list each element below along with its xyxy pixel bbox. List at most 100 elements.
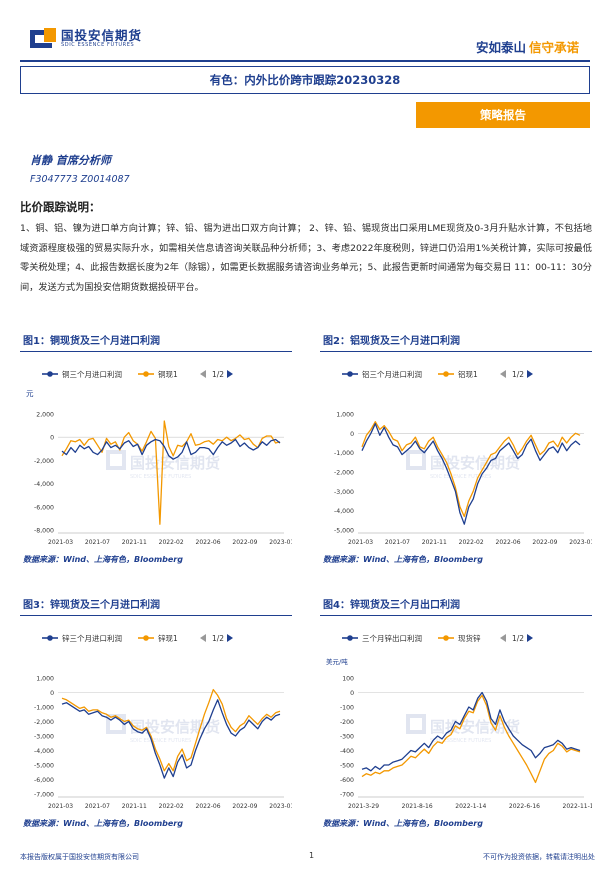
- x-tick-label: 2022-02: [159, 803, 184, 810]
- y-tick-label: -700: [340, 792, 354, 799]
- section-title: 比价跟踪说明：: [20, 200, 101, 214]
- watermark-logo-icon: [106, 714, 126, 734]
- legend-next-icon: [227, 370, 233, 378]
- x-tick-label: 2022-09: [232, 803, 257, 810]
- watermark-cn: 国投安信期货: [130, 454, 220, 472]
- y-tick-label: -4,000: [34, 481, 54, 488]
- legend-prev-icon: [200, 370, 206, 378]
- legend-page-indicator: 1/2: [212, 370, 224, 379]
- figure-title: 图2：铝现货及三个月进口利润: [320, 334, 592, 352]
- y-tick-label: -4,000: [334, 508, 354, 515]
- x-tick-label: 2021-03: [48, 803, 73, 810]
- chart-legend: 锌三个月进口利润 锌现1 1/2: [42, 633, 233, 643]
- watermark-cn: 国投安信期货: [130, 718, 220, 736]
- x-tick-label: 2022-06: [196, 539, 221, 546]
- series-line: [61, 688, 281, 772]
- series-line: [61, 438, 281, 460]
- series-line: [361, 694, 581, 784]
- y-tick-label: 0: [350, 431, 354, 438]
- x-tick-label: 2021-03: [348, 539, 373, 546]
- chart-legend: 铜三个月进口利润 铜现1 1/2: [42, 369, 233, 379]
- y-tick-label: 1,000: [36, 676, 54, 683]
- x-tick-label: 2023-01: [569, 539, 592, 546]
- y-tick-label: -3,000: [34, 734, 54, 741]
- y-tick-label: -500: [340, 763, 354, 770]
- legend-swatch-marker: [347, 635, 353, 641]
- legend-page-indicator: 1/2: [512, 634, 524, 643]
- y-tick-label: 0: [350, 690, 354, 697]
- watermark-cn: 国投安信期货: [430, 454, 520, 472]
- legend-label: 铝三个月进口利润: [362, 369, 422, 379]
- author-name: 肖静 首席分析师: [30, 154, 111, 167]
- chart-zinc-export-profit: 三个月锌出口利润 现货锌 1/2 美元/吨 100 0 -100 -200 -300 -400 -5…: [320, 616, 592, 814]
- section-body: 1、铜、铝、镍为进口单方向计算；锌、铅、锡为进出口双方向计算； 2、锌、铅、锡现…: [20, 223, 592, 293]
- x-tick-label: 2022-09: [232, 539, 257, 546]
- y-tick-label: 2,000: [36, 412, 54, 419]
- y-axis-unit: 美元/吨: [326, 657, 348, 666]
- y-tick-label: 0: [50, 435, 54, 442]
- legend-label: 锌三个月进口利润: [62, 633, 122, 643]
- logo-mark-icon: [30, 28, 56, 50]
- watermark-logo-icon: [406, 714, 426, 734]
- x-tick-label: 2021-3-29: [348, 803, 379, 810]
- y-axis-unit: 元: [26, 389, 34, 398]
- y-tick-label: -100: [340, 705, 354, 712]
- legend-page-indicator: 1/2: [212, 634, 224, 643]
- watermark-logo-icon: [406, 450, 426, 470]
- figure-title: 图4：锌现货及三个月出口利润: [320, 598, 592, 616]
- slogan-part-1: 安如泰山: [475, 40, 526, 55]
- x-tick-label: 2022-11-11: [563, 803, 592, 810]
- chart-legend: 三个月锌出口利润 现货锌 1/2: [342, 633, 533, 643]
- watermark: 国投安信期货 SDIC ESSENCE FUTURES: [406, 450, 520, 480]
- footer-copyright: 本报告版权属于国投安信期货有限公司: [20, 853, 139, 861]
- logo-en-text: SDIC ESSENCE FUTURES: [61, 42, 135, 48]
- x-tick-label: 2021-11: [122, 539, 147, 546]
- legend-prev-icon: [500, 370, 506, 378]
- y-tick-label: -1,000: [334, 450, 354, 457]
- y-tick-label: -2,000: [334, 470, 354, 477]
- slogan-part-2: 信守承诺: [528, 40, 579, 55]
- chart-zinc-import-profit: 锌三个月进口利润 锌现1 1/2 1,000 0 -1,000 -2,000 -3,000 -4…: [20, 616, 292, 814]
- figure-source: 数据来源：Wind、上海有色，Bloomberg: [23, 819, 183, 828]
- series-line: [61, 699, 281, 779]
- y-tick-label: -1,000: [34, 705, 54, 712]
- legend-label: 锌现1: [158, 633, 178, 643]
- legend-prev-icon: [200, 634, 206, 642]
- figure-source: 数据来源：Wind、上海有色，Bloomberg: [323, 555, 483, 564]
- y-tick-label: -8,000: [34, 528, 54, 535]
- x-tick-label: 2022-1-14: [455, 803, 486, 810]
- legend-page-indicator: 1/2: [512, 370, 524, 379]
- figure-title: 图1：铜现货及三个月进口利润: [20, 334, 292, 352]
- x-tick-label: 2021-11: [422, 539, 447, 546]
- y-tick-label: -5,000: [34, 763, 54, 770]
- logo-cn-text: 国投安信期货: [61, 28, 143, 43]
- x-tick-label: 2022-6-16: [509, 803, 540, 810]
- y-tick-label: 100: [342, 676, 354, 683]
- legend-swatch-marker: [47, 635, 53, 641]
- watermark-en: SDIC ESSENCE FUTURES: [430, 474, 491, 480]
- x-tick-label: 2021-11: [122, 803, 147, 810]
- figure-source: 数据来源：Wind、上海有色，Bloomberg: [23, 555, 183, 564]
- legend-next-icon: [527, 634, 533, 642]
- watermark-logo-icon: [106, 450, 126, 470]
- y-tick-label: -400: [340, 748, 354, 755]
- series-line: [361, 423, 581, 525]
- legend-label: 铝现1: [458, 369, 478, 379]
- legend-swatch-marker: [347, 371, 353, 377]
- x-tick-label: 2022-06: [496, 539, 521, 546]
- x-tick-label: 2022-06: [196, 803, 221, 810]
- legend-swatch-marker: [47, 371, 53, 377]
- watermark-cn: 国投安信期货: [430, 718, 520, 736]
- series-line: [361, 691, 581, 772]
- company-logo: 国投安信期货 SDIC ESSENCE FUTURES: [30, 28, 142, 50]
- watermark: 国投安信期货 SDIC ESSENCE FUTURES: [106, 450, 220, 480]
- series-line: [61, 420, 281, 525]
- legend-next-icon: [227, 634, 233, 642]
- chart-legend: 铝三个月进口利润 铝现1 1/2: [342, 369, 533, 379]
- x-tick-label: 2021-07: [85, 803, 110, 810]
- figure-title: 图3：锌现货及三个月进口利润: [20, 598, 292, 616]
- x-tick-label: 2021-07: [85, 539, 110, 546]
- watermark-en: SDIC ESSENCE FUTURES: [130, 474, 191, 480]
- figure-zinc-export: 图4：锌现货及三个月出口利润 三个月锌出口利润 现货锌 1/2 美元/吨 100 0 -10…: [320, 598, 592, 829]
- figure-copper: 图1：铜现货及三个月进口利润 铜三个月进口利润 铜现1 1/2 元 2,000 0 -2,0…: [20, 334, 292, 565]
